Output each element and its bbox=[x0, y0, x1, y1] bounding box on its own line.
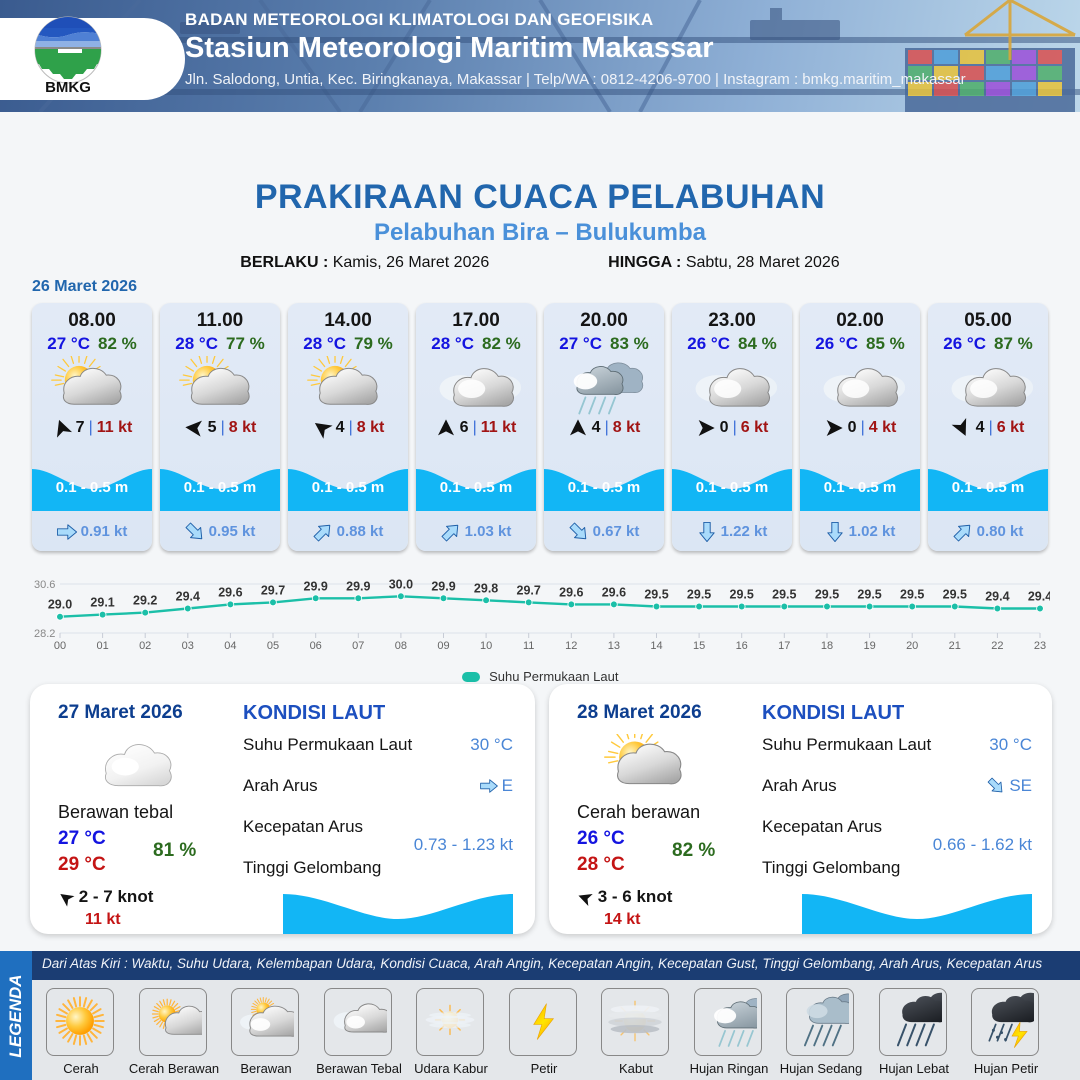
svg-text:23: 23 bbox=[1034, 640, 1046, 652]
svg-text:29.8: 29.8 bbox=[474, 581, 498, 595]
svg-text:02: 02 bbox=[139, 640, 151, 652]
svg-text:10: 10 bbox=[480, 640, 492, 652]
svg-text:29.5: 29.5 bbox=[943, 588, 967, 602]
svg-text:29.2: 29.2 bbox=[133, 594, 157, 608]
svg-text:29.7: 29.7 bbox=[517, 583, 541, 597]
svg-text:29.5: 29.5 bbox=[772, 588, 796, 602]
svg-text:29.4: 29.4 bbox=[1028, 590, 1050, 604]
svg-text:29.4: 29.4 bbox=[176, 590, 200, 604]
svg-text:13: 13 bbox=[608, 640, 620, 652]
svg-text:14: 14 bbox=[650, 640, 662, 652]
svg-text:01: 01 bbox=[96, 640, 108, 652]
svg-text:18: 18 bbox=[821, 640, 833, 652]
svg-text:29.5: 29.5 bbox=[730, 588, 754, 602]
svg-text:19: 19 bbox=[863, 640, 875, 652]
svg-text:29.1: 29.1 bbox=[90, 596, 114, 610]
svg-text:06: 06 bbox=[310, 640, 322, 652]
svg-text:05: 05 bbox=[267, 640, 279, 652]
svg-text:20: 20 bbox=[906, 640, 918, 652]
svg-text:29.4: 29.4 bbox=[985, 590, 1009, 604]
svg-text:28.2: 28.2 bbox=[34, 628, 55, 640]
svg-text:15: 15 bbox=[693, 640, 705, 652]
svg-text:22: 22 bbox=[991, 640, 1003, 652]
svg-text:29.9: 29.9 bbox=[346, 579, 370, 593]
svg-text:29.6: 29.6 bbox=[218, 585, 242, 599]
svg-text:30.6: 30.6 bbox=[34, 579, 55, 591]
svg-text:29.5: 29.5 bbox=[815, 588, 839, 602]
svg-text:29.5: 29.5 bbox=[857, 588, 881, 602]
svg-text:21: 21 bbox=[949, 640, 961, 652]
svg-text:12: 12 bbox=[565, 640, 577, 652]
svg-text:03: 03 bbox=[182, 640, 194, 652]
svg-text:29.6: 29.6 bbox=[559, 585, 583, 599]
svg-text:BMKG: BMKG bbox=[45, 79, 91, 96]
svg-text:09: 09 bbox=[437, 640, 449, 652]
svg-text:29.6: 29.6 bbox=[602, 585, 626, 599]
svg-text:29.0: 29.0 bbox=[48, 598, 72, 612]
svg-text:08: 08 bbox=[395, 640, 407, 652]
svg-text:17: 17 bbox=[778, 640, 790, 652]
svg-text:29.7: 29.7 bbox=[261, 583, 285, 597]
svg-text:16: 16 bbox=[736, 640, 748, 652]
svg-text:29.5: 29.5 bbox=[687, 588, 711, 602]
svg-text:29.5: 29.5 bbox=[644, 588, 668, 602]
svg-text:29.9: 29.9 bbox=[304, 579, 328, 593]
svg-text:11: 11 bbox=[523, 640, 534, 652]
svg-text:07: 07 bbox=[352, 640, 364, 652]
svg-text:29.9: 29.9 bbox=[431, 579, 455, 593]
svg-text:04: 04 bbox=[224, 640, 236, 652]
svg-text:00: 00 bbox=[54, 640, 66, 652]
svg-text:30.0: 30.0 bbox=[389, 577, 413, 591]
svg-text:29.5: 29.5 bbox=[900, 588, 924, 602]
